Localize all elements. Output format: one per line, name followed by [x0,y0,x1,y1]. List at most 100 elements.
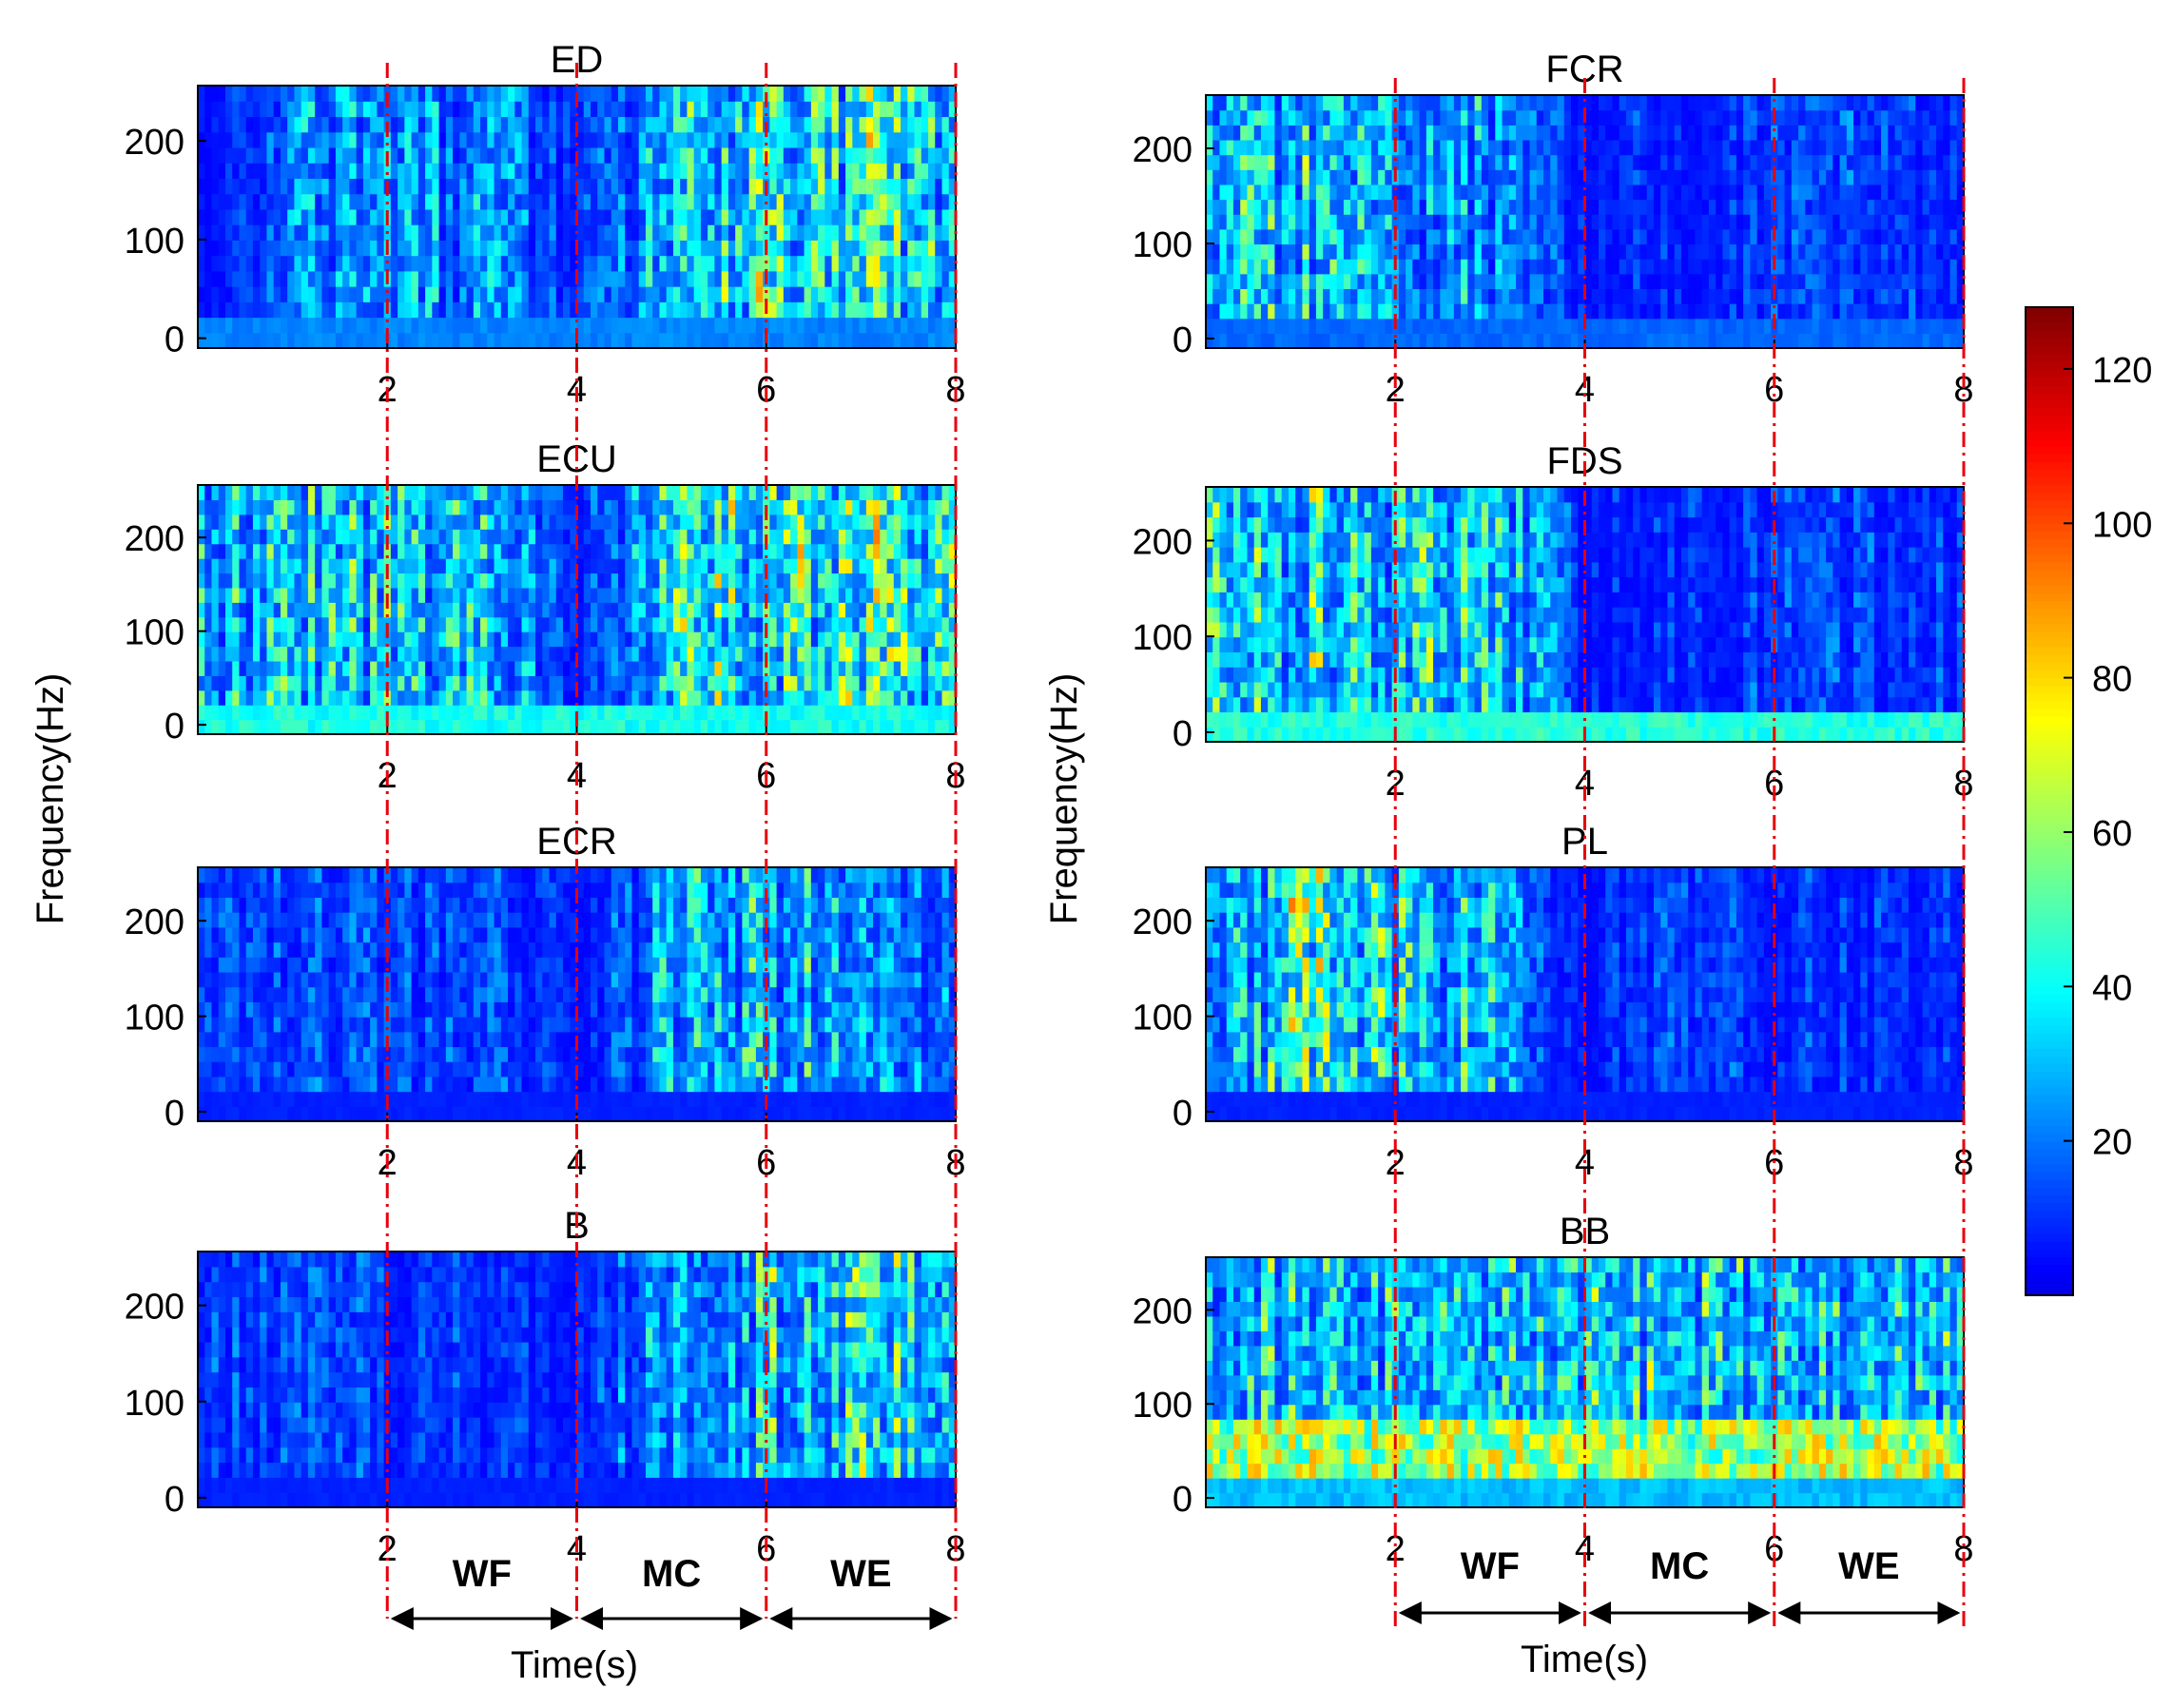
heatmap-cell [708,558,716,574]
heatmap-cell [672,286,681,302]
heatmap-cell [935,208,943,225]
heatmap-cell [680,631,688,648]
heatmap-cell [335,146,343,164]
heatmap-cell [852,224,861,241]
heatmap-cell [432,240,440,257]
heatmap-cell [852,573,861,589]
heatmap-cell [535,705,543,721]
heatmap-cell [473,146,481,164]
heatmap-cell [631,1076,640,1093]
heatmap-cell [398,116,405,133]
heatmap-cell [370,558,378,574]
heatmap-cell [252,587,261,603]
heatmap-cell [239,912,247,928]
heatmap-cell [370,1017,378,1033]
heatmap-cell [797,631,805,648]
heatmap-cell [583,101,591,118]
heatmap-cell [742,587,750,603]
heatmap-cell [411,882,419,899]
heatmap-cell [273,1046,281,1062]
heatmap-cell [880,255,888,272]
heatmap-cell [687,689,695,706]
heatmap-cell [232,867,241,883]
heatmap-cell [224,116,233,133]
heatmap-cell [659,1106,668,1122]
heatmap-cell [590,882,598,899]
heatmap-cell [555,719,564,735]
heatmap-cell [198,163,205,180]
heatmap-cell [349,1091,358,1107]
heatmap-cell [604,897,612,913]
heatmap-cell [459,208,468,225]
heatmap-cell [714,719,723,735]
heatmap-cell [307,131,316,148]
heatmap-cell [542,86,551,102]
heatmap-cell [542,529,551,545]
heatmap-cell [494,86,502,102]
heatmap-cell [362,317,371,334]
heatmap-cell [611,882,619,899]
heatmap-cell [480,689,488,706]
heatmap-cell [417,1061,426,1077]
heatmap-cell [266,631,275,648]
heatmap-cell [617,224,626,241]
heatmap-cell [687,116,695,133]
heatmap-cell [445,116,454,133]
heatmap-cell [356,941,364,958]
heatmap-cell [514,616,523,632]
heatmap-cell [583,882,591,899]
heatmap-cell [941,163,950,180]
heatmap-cell [362,1031,371,1048]
heatmap-cell [411,1106,419,1122]
heatmap-cell [204,660,213,676]
heatmap-cell [245,1031,254,1048]
heatmap-cell [307,882,316,899]
heatmap-cell [500,1076,509,1093]
heatmap-cell [335,646,343,662]
heatmap-cell [708,193,716,210]
heatmap-cell [377,660,385,676]
heatmap-cell [604,301,612,319]
heatmap-cell [528,1091,536,1107]
heatmap-cell [315,1031,323,1048]
heatmap-cell [328,208,337,225]
heatmap-cell [804,587,812,603]
heatmap-cell [708,499,716,515]
heatmap-cell [941,587,950,603]
heatmap-cell [914,116,922,133]
heatmap-cell [521,631,530,648]
heatmap-cell [224,543,233,559]
heatmap-cell [494,882,502,899]
heatmap-cell [631,957,640,973]
heatmap-cell [652,101,661,118]
heatmap-cell [453,163,460,180]
heatmap-cell [239,101,247,118]
heatmap-cell [859,270,867,287]
heatmap-cell [672,543,681,559]
heatmap-cell [708,332,716,349]
heatmap-cell [687,1061,695,1077]
heatmap-cell [755,131,764,148]
heatmap-cell [631,485,640,501]
heatmap-cell [494,1017,502,1033]
heatmap-cell [535,131,543,148]
heatmap-cell [204,146,213,164]
heatmap-cell [797,146,805,164]
heatmap-cell [873,86,881,102]
heatmap-cell [356,573,364,589]
heatmap-cell [652,1106,661,1122]
heatmap-cell [901,317,908,334]
heatmap-cell [432,1031,440,1048]
heatmap-cell [714,116,723,133]
heatmap-cell [224,485,233,501]
heatmap-cell [321,558,330,574]
heatmap-cell [328,499,337,515]
heatmap-cell [307,529,316,545]
heatmap-cell [901,705,908,721]
heatmap-cell [590,689,598,706]
heatmap-cell [466,705,475,721]
heatmap-cell [818,208,825,225]
heatmap-cell [370,332,378,349]
heatmap-cell [508,131,515,148]
heatmap-cell [708,529,716,545]
